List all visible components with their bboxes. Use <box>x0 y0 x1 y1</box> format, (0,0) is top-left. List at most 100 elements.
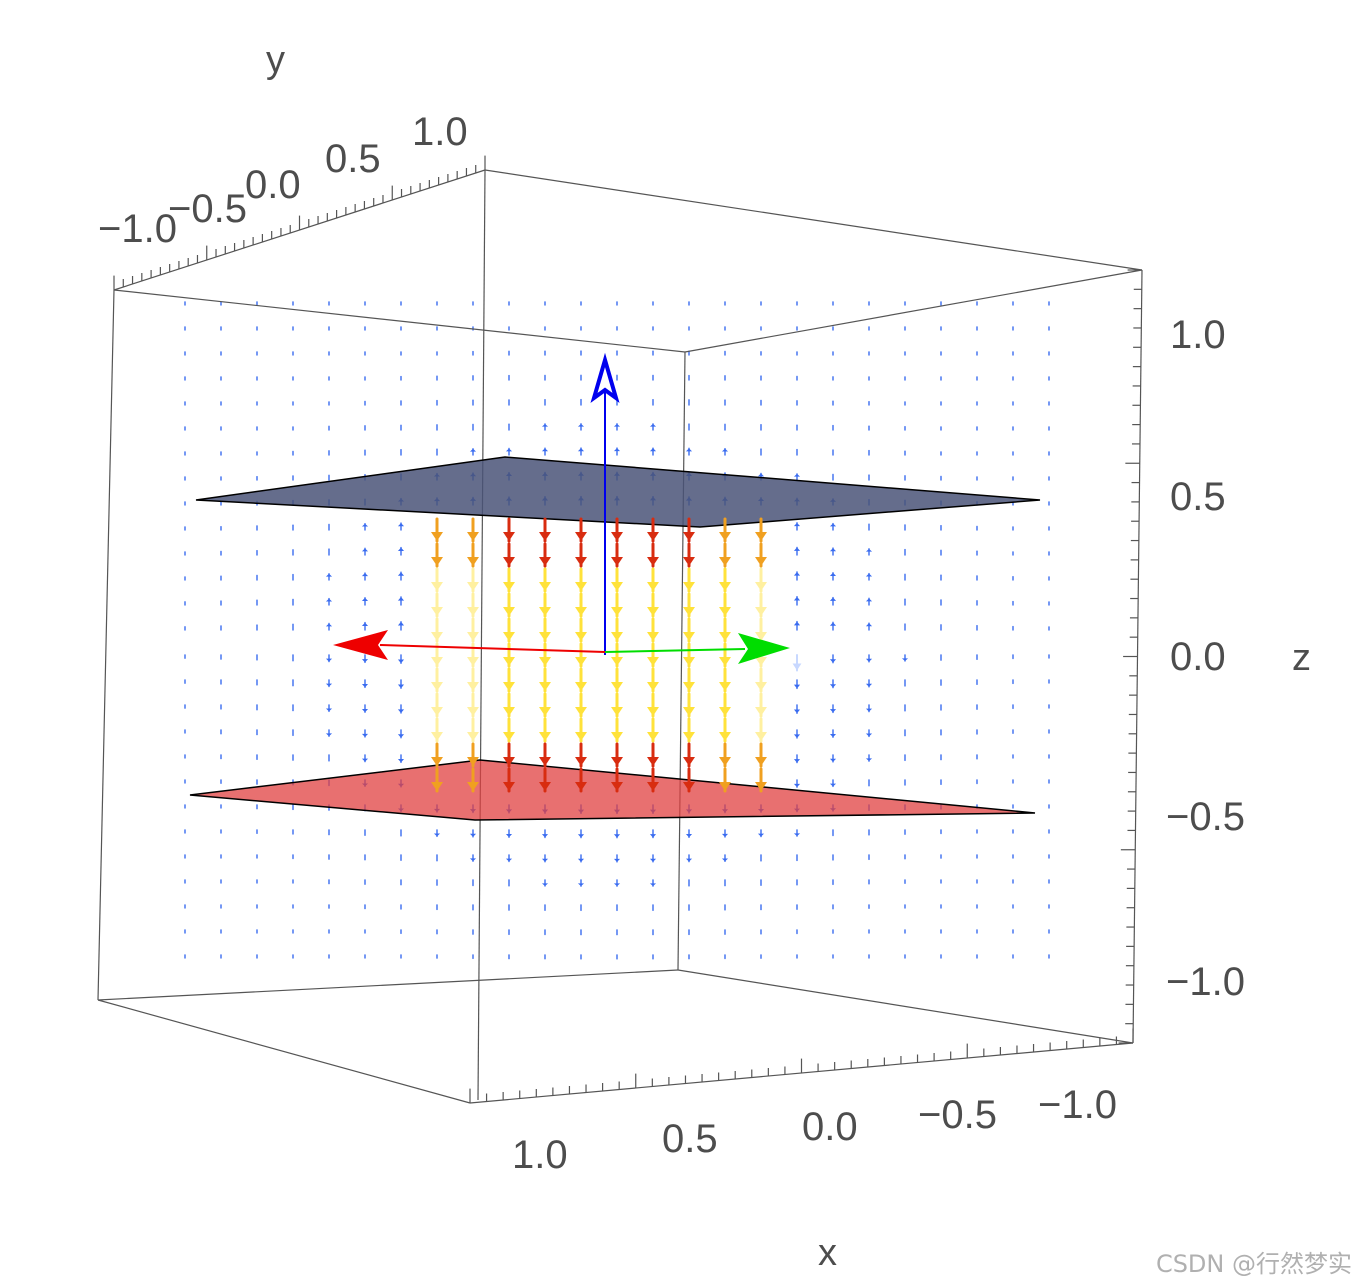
field-arrowhead <box>719 707 731 716</box>
field-arrowhead <box>793 684 801 689</box>
field-arrowhead <box>577 883 585 887</box>
field-arrowhead <box>397 523 405 527</box>
z-unit-arrowhead <box>590 352 620 404</box>
field-arrowhead <box>683 607 695 616</box>
field-arrowhead <box>683 657 695 666</box>
field-arrowhead <box>647 657 659 666</box>
field-arrowhead <box>541 883 549 887</box>
field-arrowhead <box>539 582 551 591</box>
x-tick-label: 1.0 <box>512 1133 568 1177</box>
y-unit-arrowhead <box>738 633 790 664</box>
field-arrowhead <box>431 782 443 791</box>
field-arrowhead <box>539 607 551 616</box>
field-arrowhead <box>865 598 873 602</box>
field-arrowhead <box>467 707 479 716</box>
field-arrowhead <box>503 632 515 641</box>
field-arrowhead <box>649 883 657 887</box>
field-arrowhead <box>431 707 443 716</box>
field-arrowhead <box>541 858 549 862</box>
field-arrowhead <box>829 758 837 762</box>
field-arrowhead <box>829 659 837 663</box>
field-arrowhead <box>719 657 731 666</box>
field-arrowhead <box>467 532 479 541</box>
field-arrowhead <box>647 557 659 566</box>
field-arrowhead <box>611 582 623 591</box>
box-edge <box>97 289 115 1001</box>
field-arrowhead <box>755 782 767 791</box>
y-tick-label: −0.5 <box>168 187 247 231</box>
field-arrowhead <box>539 532 551 541</box>
field-arrowhead <box>467 582 479 591</box>
unit-arrows <box>333 352 790 664</box>
field-arrowhead <box>575 657 587 666</box>
field-arrowhead <box>647 582 659 591</box>
z-tick-label: −0.5 <box>1166 795 1245 839</box>
field-arrowhead <box>829 572 837 577</box>
field-arrowhead <box>683 782 695 791</box>
box-edge <box>684 269 1143 353</box>
field-arrowhead <box>503 682 515 691</box>
field-arrowhead <box>575 682 587 691</box>
axis-ticks <box>113 155 1142 1103</box>
field-arrowhead <box>683 707 695 716</box>
field-arrowhead <box>575 632 587 641</box>
field-arrowhead <box>469 448 477 452</box>
field-arrowhead <box>611 707 623 716</box>
y-tick-label: 0.5 <box>325 137 381 181</box>
strong-field-arrows <box>431 517 767 793</box>
field-arrowhead <box>755 557 767 566</box>
field-arrowhead <box>539 682 551 691</box>
field-arrowhead <box>431 582 443 591</box>
field-arrowhead <box>757 833 765 837</box>
field-arrowhead <box>829 622 837 626</box>
field-arrowhead <box>397 621 405 626</box>
field-arrowhead <box>325 658 333 662</box>
field-arrowhead <box>467 607 479 616</box>
field-arrowhead <box>613 448 621 452</box>
field-arrowhead <box>865 573 873 577</box>
field-arrowhead <box>575 582 587 591</box>
field-arrowhead <box>829 548 837 552</box>
field-arrowhead <box>325 683 333 687</box>
field-arrowhead <box>829 597 837 601</box>
field-arrowhead <box>829 523 837 527</box>
field-arrowhead <box>793 473 801 477</box>
field-arrowhead <box>611 782 623 791</box>
y-axis-label: y <box>266 39 285 81</box>
field-arrowhead <box>467 557 479 566</box>
field-arrowhead <box>397 684 405 689</box>
field-arrowhead <box>431 607 443 616</box>
x-tick-label: −0.5 <box>918 1093 997 1137</box>
field-arrowhead <box>865 733 873 737</box>
field-arrowhead <box>793 759 801 763</box>
field-arrowhead <box>575 607 587 616</box>
plates <box>189 456 1041 821</box>
field-arrowhead <box>613 834 621 838</box>
field-arrowhead <box>325 573 333 577</box>
field-arrowhead <box>685 858 693 862</box>
field-arrowhead <box>467 732 479 741</box>
field-arrowhead <box>611 607 623 616</box>
field-arrowhead <box>611 632 623 641</box>
z-tick-label: −1.0 <box>1166 960 1245 1004</box>
field-arrowhead <box>865 708 873 712</box>
field-arrowhead <box>719 757 731 766</box>
field-arrowhead <box>467 657 479 666</box>
field-arrowhead <box>539 632 551 641</box>
field-arrowhead <box>865 658 873 662</box>
field-arrowhead <box>829 783 837 787</box>
field-arrowhead <box>793 734 801 738</box>
box-edge <box>677 351 686 971</box>
box-edge <box>477 169 486 1101</box>
field-arrowhead <box>647 757 659 766</box>
box-edge <box>677 969 1134 1044</box>
field-arrowhead <box>755 757 767 766</box>
field-arrowhead <box>503 757 515 766</box>
x-tick-label: 0.0 <box>802 1105 858 1149</box>
field-arrowhead <box>539 757 551 766</box>
y-tick-label: −1.0 <box>98 207 177 251</box>
field-arrowhead <box>361 597 369 602</box>
field-arrowhead <box>541 834 549 838</box>
field-arrowhead <box>539 557 551 566</box>
field-arrowhead <box>719 532 731 541</box>
